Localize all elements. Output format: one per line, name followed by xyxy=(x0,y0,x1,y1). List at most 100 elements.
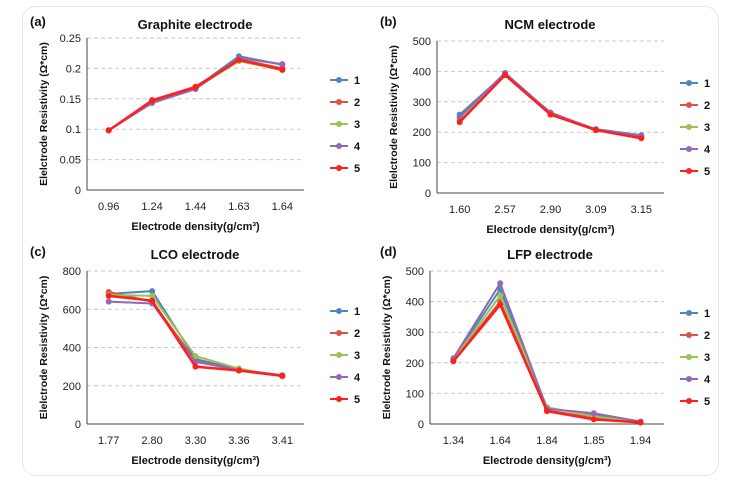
x-tick-label: 3.15 xyxy=(631,204,652,216)
legend-marker xyxy=(336,330,342,336)
data-point xyxy=(456,114,463,120)
legend-label: 1 xyxy=(704,308,710,320)
x-axis-title: Electrode density(g/cm³) xyxy=(131,455,260,467)
series-line xyxy=(108,58,283,132)
y-tick-label: 600 xyxy=(63,304,81,316)
y-tick-label: 0 xyxy=(75,419,81,431)
data-point xyxy=(638,135,645,142)
y-axis-title: Elelctrode Resistivity (Ω*cm) xyxy=(381,276,393,420)
legend-marker xyxy=(686,310,692,316)
x-tick-label: 1.85 xyxy=(583,435,604,447)
legend-marker xyxy=(686,376,692,382)
chart-panel: 0 100 200 300 400 500 1.34 1.64 1.84 1.85 1.94 (d) L… xyxy=(380,244,711,467)
y-tick-label: 100 xyxy=(406,388,424,400)
chart-panel: 0 200 400 600 800 1.77 2.80 3.30 3.36 3.41 (c) LCO … xyxy=(30,244,361,467)
panel-label: (c) xyxy=(30,244,46,259)
chart-title: LFP electrode xyxy=(507,247,593,262)
legend-marker xyxy=(686,332,692,338)
legend: 1 2 3 4 5 xyxy=(680,308,711,408)
y-tick-label: 100 xyxy=(413,158,431,170)
legend-marker xyxy=(686,102,692,108)
legend-marker xyxy=(336,99,342,105)
y-tick-label: 0.1 xyxy=(66,124,81,136)
legend-label: 1 xyxy=(704,78,710,90)
y-tick-label: 400 xyxy=(406,297,424,309)
data-point xyxy=(192,84,199,91)
x-axis-title: Electrode density(g/cm³) xyxy=(131,221,260,233)
chart-title: NCM electrode xyxy=(504,17,595,32)
legend-marker xyxy=(686,80,692,86)
data-point xyxy=(149,97,156,104)
legend-marker xyxy=(336,143,342,149)
y-tick-label: 200 xyxy=(413,127,431,139)
series-line xyxy=(108,55,283,132)
y-tick-label: 800 xyxy=(63,266,81,278)
legend-label: 5 xyxy=(704,166,710,178)
x-tick-label: 1.77 xyxy=(98,435,119,447)
x-tick-label: 1.64 xyxy=(272,201,293,213)
legend-label: 1 xyxy=(354,306,360,318)
legend-label: 5 xyxy=(704,396,710,408)
x-tick-label: 1.94 xyxy=(630,435,651,447)
legend-marker xyxy=(336,374,342,380)
figure-frame xyxy=(22,6,719,476)
x-tick-label: 1.44 xyxy=(185,201,206,213)
data-point xyxy=(502,72,509,79)
legend-label: 4 xyxy=(354,141,361,153)
x-tick-label: 2.80 xyxy=(141,435,162,447)
y-tick-label: 300 xyxy=(406,327,424,339)
legend-marker xyxy=(686,398,692,404)
series-line xyxy=(108,60,283,132)
chart-title: LCO electrode xyxy=(151,247,240,262)
y-tick-label: 0 xyxy=(418,419,424,431)
y-tick-label: 0.2 xyxy=(66,63,81,75)
data-point xyxy=(592,127,599,134)
series-line xyxy=(458,73,642,139)
x-tick-label: 1.34 xyxy=(443,435,464,447)
y-tick-label: 300 xyxy=(413,97,431,109)
legend: 1 2 3 4 5 xyxy=(330,306,361,406)
data-point xyxy=(497,292,504,299)
data-point xyxy=(192,363,199,370)
series-line xyxy=(459,73,642,138)
data-point xyxy=(105,292,112,299)
data-point xyxy=(450,358,457,365)
x-tick-label: 1.63 xyxy=(228,201,249,213)
y-axis-title: Elelctrode Resistivity (Ω*cm) xyxy=(38,42,50,186)
data-point xyxy=(235,367,242,374)
y-tick-label: 0.15 xyxy=(60,94,81,106)
data-point xyxy=(235,56,242,63)
chart-title: Graphite electrode xyxy=(138,17,253,32)
data-point xyxy=(544,408,550,415)
series-line xyxy=(458,73,642,140)
data-point xyxy=(497,280,504,287)
data-point xyxy=(279,61,286,68)
legend-label: 4 xyxy=(704,144,711,156)
data-point xyxy=(105,127,112,134)
legend-label: 2 xyxy=(354,97,360,109)
panel-label: (b) xyxy=(380,14,397,29)
x-axis-title: Electrode density(g/cm³) xyxy=(483,455,612,467)
legend-marker xyxy=(336,308,342,314)
legend-label: 2 xyxy=(704,330,710,342)
y-tick-label: 400 xyxy=(63,343,81,355)
x-tick-label: 1.64 xyxy=(489,435,510,447)
data-point xyxy=(590,410,597,417)
legend: 1 2 3 4 5 xyxy=(330,75,361,175)
data-point xyxy=(149,297,156,304)
x-tick-label: 0.96 xyxy=(98,201,119,213)
legend-marker xyxy=(336,121,342,127)
data-point xyxy=(497,301,504,308)
y-tick-label: 500 xyxy=(406,266,424,278)
data-point xyxy=(149,288,156,295)
series-line xyxy=(459,71,642,137)
legend-label: 3 xyxy=(704,122,710,134)
legend-marker xyxy=(336,396,342,402)
legend-marker xyxy=(686,124,692,130)
y-tick-label: 0.05 xyxy=(60,155,81,167)
legend-marker xyxy=(336,165,342,171)
series-line xyxy=(452,287,641,424)
y-axis-title: Elelctrode Resistivity (Ω*cm) xyxy=(38,276,50,420)
data-point xyxy=(637,419,644,426)
